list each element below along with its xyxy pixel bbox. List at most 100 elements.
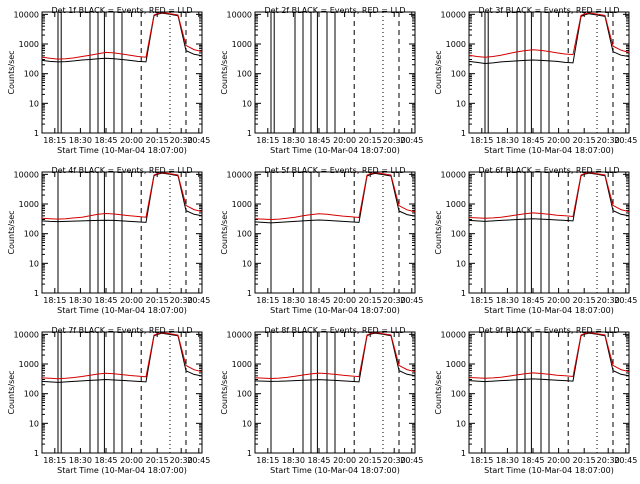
x-tick-label: 18:15 xyxy=(256,296,279,305)
y-tick-label: 100 xyxy=(24,230,39,239)
y-tick-label: 100 xyxy=(451,70,466,79)
x-tick-label: 20:30 xyxy=(170,136,193,145)
x-tick-label: 20:00 xyxy=(333,136,356,145)
y-tick-label: 10000 xyxy=(14,10,39,19)
y-axis-label: Counts/sec xyxy=(434,370,443,414)
x-tick-label: 20:45 xyxy=(614,456,637,465)
y-axis-label: Counts/sec xyxy=(220,210,229,254)
x-tick-label: 20:45 xyxy=(614,296,637,305)
x-tick-label: 18:45 xyxy=(307,456,330,465)
panel-title: Det 7f BLACK = Events, RED = LLD xyxy=(51,326,192,335)
det-6-panel: 1 10 100 1000 10000 18:15 18:30 18:45 20:00 20:15… xyxy=(434,166,637,315)
x-tick-label: 18:45 xyxy=(521,456,544,465)
panel-title: Det 9f BLACK = Events, RED = LLD xyxy=(478,326,619,335)
y-tick-label: 1000 xyxy=(232,40,252,49)
x-tick-label: 20:15 xyxy=(573,456,596,465)
y-tick-label: 10 xyxy=(456,419,466,428)
x-axis-label: Start Time (10-Mar-04 18:07:00) xyxy=(270,146,400,155)
y-tick-label: 10000 xyxy=(227,10,252,19)
y-axis-label: Counts/sec xyxy=(7,50,16,94)
x-tick-label: 20:15 xyxy=(146,456,169,465)
y-tick-label: 10000 xyxy=(227,330,252,339)
y-tick-label: 10000 xyxy=(441,10,466,19)
x-tick-label: 20:00 xyxy=(333,296,356,305)
series-events-line xyxy=(468,332,630,383)
series-lld-line xyxy=(254,172,416,221)
x-tick-label: 18:45 xyxy=(521,296,544,305)
x-tick-label: 20:00 xyxy=(333,456,356,465)
panel-title: Det 8f BLACK = Events, RED = LLD xyxy=(264,326,405,335)
series-lld-line xyxy=(41,11,203,60)
x-tick-label: 20:00 xyxy=(547,456,570,465)
x-tick-label: 20:15 xyxy=(573,296,596,305)
series-events-line xyxy=(41,332,203,383)
x-tick-label: 20:30 xyxy=(170,456,193,465)
series-lld-line xyxy=(41,171,203,220)
y-axis-label: Counts/sec xyxy=(434,50,443,94)
det-8-panel: 1 10 100 1000 10000 18:15 18:30 18:45 20:00 20:15… xyxy=(220,326,423,475)
x-tick-label: 18:30 xyxy=(69,296,92,305)
x-tick-label: 18:30 xyxy=(496,136,519,145)
x-tick-label: 20:15 xyxy=(359,296,382,305)
x-tick-label: 18:30 xyxy=(282,456,305,465)
x-axis-label: Start Time (10-Mar-04 18:07:00) xyxy=(484,306,614,315)
y-tick-label: 1000 xyxy=(446,200,466,209)
y-tick-label: 100 xyxy=(237,230,252,239)
x-tick-label: 20:15 xyxy=(359,136,382,145)
det-4-panel: 1 10 100 1000 10000 18:15 18:30 18:45 20:00 20:15… xyxy=(7,166,210,315)
x-tick-label: 18:15 xyxy=(470,456,493,465)
series-events-line xyxy=(41,12,203,63)
x-tick-label: 20:30 xyxy=(383,136,406,145)
y-tick-label: 1000 xyxy=(232,360,252,369)
x-tick-label: 20:00 xyxy=(120,296,143,305)
x-tick-label: 18:30 xyxy=(496,456,519,465)
x-tick-label: 18:15 xyxy=(256,456,279,465)
series-events-line xyxy=(254,332,416,383)
x-tick-label: 20:00 xyxy=(547,136,570,145)
plot-frame xyxy=(254,171,416,294)
series-events-line xyxy=(468,13,630,65)
x-tick-label: 20:00 xyxy=(120,136,143,145)
panel-title: Det 6f BLACK = Events, RED = LLD xyxy=(478,166,619,175)
x-tick-label: 18:15 xyxy=(470,296,493,305)
det-2-panel: 1 10 100 1000 10000 18:15 18:30 18:45 20:00 20:15… xyxy=(220,6,423,155)
y-tick-label: 1 xyxy=(34,449,39,458)
x-axis-label: Start Time (10-Mar-04 18:07:00) xyxy=(484,146,614,155)
x-tick-label: 20:30 xyxy=(383,296,406,305)
y-tick-label: 10000 xyxy=(227,170,252,179)
x-tick-label: 18:15 xyxy=(43,456,66,465)
x-tick-label: 18:30 xyxy=(282,136,305,145)
y-tick-label: 1 xyxy=(34,289,39,298)
x-tick-label: 18:15 xyxy=(43,296,66,305)
det-3-panel: 1 10 100 1000 10000 18:15 18:30 18:45 20:00 20:15… xyxy=(434,6,637,155)
x-tick-label: 20:45 xyxy=(400,296,423,305)
y-tick-label: 1 xyxy=(247,129,252,138)
y-tick-label: 100 xyxy=(24,390,39,399)
panel-title: Det 4f BLACK = Events, RED = LLD xyxy=(51,166,192,175)
x-tick-label: 20:30 xyxy=(597,136,620,145)
series-lld-line xyxy=(468,171,630,219)
y-tick-label: 10 xyxy=(29,99,39,108)
det-1-panel: 1 10 100 1000 10000 18:15 18:30 18:45 20:00 20:15… xyxy=(7,6,210,155)
x-axis-label: Start Time (10-Mar-04 18:07:00) xyxy=(484,466,614,475)
y-tick-label: 10 xyxy=(242,99,252,108)
det-7-panel: 1 10 100 1000 10000 18:15 18:30 18:45 20:00 20:15… xyxy=(7,326,210,475)
x-tick-label: 18:30 xyxy=(496,296,519,305)
y-tick-label: 1000 xyxy=(19,360,39,369)
y-tick-label: 100 xyxy=(451,230,466,239)
x-tick-label: 20:00 xyxy=(547,296,570,305)
y-tick-label: 10 xyxy=(456,99,466,108)
y-tick-label: 1000 xyxy=(446,360,466,369)
y-tick-label: 1 xyxy=(247,289,252,298)
det-5-panel: 1 10 100 1000 10000 18:15 18:30 18:45 20:00 20:15… xyxy=(220,166,423,315)
y-axis-label: Counts/sec xyxy=(7,210,16,254)
series-events-line xyxy=(468,172,630,222)
y-tick-label: 10000 xyxy=(441,170,466,179)
x-axis-label: Start Time (10-Mar-04 18:07:00) xyxy=(57,466,187,475)
series-lld-line xyxy=(254,331,416,380)
panel-title: Det 2f BLACK = Events, RED = LLD xyxy=(264,6,405,15)
y-tick-label: 100 xyxy=(237,390,252,399)
panel-title: Det 5f BLACK = Events, RED = LLD xyxy=(264,166,405,175)
y-tick-label: 10000 xyxy=(14,330,39,339)
